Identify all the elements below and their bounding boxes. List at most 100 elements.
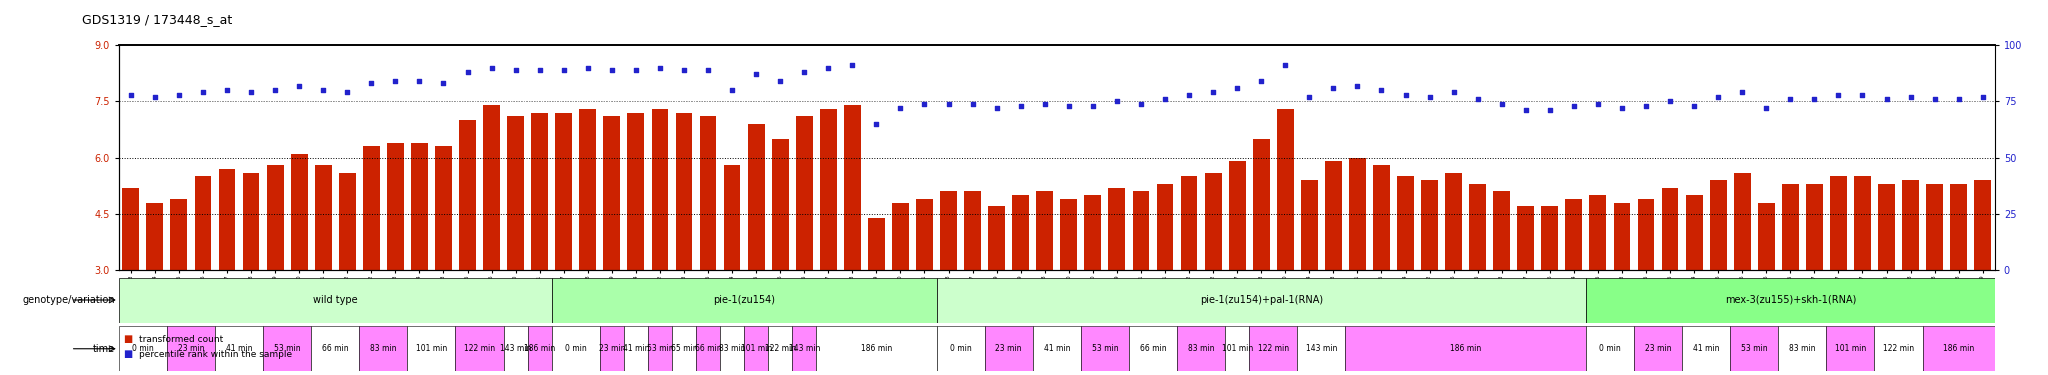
Bar bbox=[625, 326, 647, 371]
Bar bbox=[1133, 191, 1149, 270]
Bar bbox=[1493, 191, 1509, 270]
Bar bbox=[1204, 172, 1221, 270]
Text: 66 min: 66 min bbox=[322, 344, 348, 353]
Bar bbox=[1782, 184, 1798, 270]
Text: 83 min: 83 min bbox=[371, 344, 397, 353]
Text: 53 min: 53 min bbox=[647, 344, 674, 353]
Point bbox=[403, 78, 436, 84]
Point bbox=[547, 67, 580, 73]
Point bbox=[186, 89, 219, 95]
Bar bbox=[242, 172, 260, 270]
Text: 53 min: 53 min bbox=[1741, 344, 1767, 353]
Bar bbox=[672, 326, 696, 371]
Point bbox=[1485, 100, 1518, 106]
Point bbox=[1942, 96, 1974, 102]
Bar bbox=[555, 112, 571, 270]
Bar bbox=[1446, 172, 1462, 270]
Point bbox=[475, 64, 508, 70]
Point bbox=[618, 67, 651, 73]
Bar bbox=[1036, 191, 1053, 270]
Bar bbox=[266, 165, 283, 270]
Point bbox=[860, 121, 893, 127]
Point bbox=[1606, 105, 1638, 111]
Text: 66 min: 66 min bbox=[1139, 344, 1165, 353]
Text: 101 min: 101 min bbox=[416, 344, 446, 353]
Point bbox=[236, 89, 268, 95]
Bar bbox=[600, 326, 625, 371]
Bar bbox=[700, 116, 717, 270]
Bar bbox=[408, 326, 455, 371]
Bar bbox=[1874, 326, 1923, 371]
Point bbox=[451, 69, 483, 75]
Bar bbox=[965, 191, 981, 270]
Bar bbox=[1974, 180, 1991, 270]
Point bbox=[115, 92, 147, 98]
Bar bbox=[723, 165, 741, 270]
Bar bbox=[219, 169, 236, 270]
Bar bbox=[676, 112, 692, 270]
Text: pie-1(zu154)+pal-1(RNA): pie-1(zu154)+pal-1(RNA) bbox=[1200, 295, 1323, 305]
Bar bbox=[651, 109, 668, 270]
Point bbox=[643, 64, 676, 70]
Text: 66 min: 66 min bbox=[694, 344, 721, 353]
Bar bbox=[1518, 206, 1534, 270]
Bar bbox=[1012, 195, 1028, 270]
Text: 122 min: 122 min bbox=[1882, 344, 1915, 353]
Point bbox=[668, 67, 700, 73]
Point bbox=[1630, 103, 1663, 109]
Bar bbox=[1225, 326, 1249, 371]
Text: wild type: wild type bbox=[313, 295, 358, 305]
Bar bbox=[1710, 180, 1726, 270]
Bar bbox=[743, 326, 768, 371]
Point bbox=[139, 94, 172, 100]
Bar bbox=[1397, 176, 1413, 270]
Bar bbox=[1300, 180, 1317, 270]
Text: 122 min: 122 min bbox=[764, 344, 797, 353]
Bar bbox=[1853, 176, 1872, 270]
Point bbox=[1462, 96, 1495, 102]
Bar bbox=[315, 165, 332, 270]
Point bbox=[1124, 100, 1157, 106]
Bar bbox=[1157, 184, 1174, 270]
Point bbox=[907, 100, 940, 106]
Point bbox=[1317, 85, 1350, 91]
Bar bbox=[455, 326, 504, 371]
Bar bbox=[1542, 206, 1559, 270]
Bar bbox=[1372, 165, 1391, 270]
Bar bbox=[1614, 202, 1630, 270]
Point bbox=[1413, 94, 1446, 100]
Point bbox=[885, 105, 918, 111]
Text: 143 min: 143 min bbox=[788, 344, 819, 353]
Point bbox=[1366, 87, 1399, 93]
Bar bbox=[793, 326, 817, 371]
Point bbox=[1749, 105, 1782, 111]
Bar bbox=[358, 326, 408, 371]
Text: 53 min: 53 min bbox=[1092, 344, 1118, 353]
Bar bbox=[311, 326, 358, 371]
Bar bbox=[647, 326, 672, 371]
Point bbox=[956, 100, 989, 106]
Bar bbox=[262, 326, 311, 371]
Bar bbox=[936, 326, 985, 371]
Text: 23 min: 23 min bbox=[178, 344, 205, 353]
Bar bbox=[1421, 180, 1438, 270]
Bar bbox=[893, 202, 909, 270]
Bar bbox=[1757, 202, 1776, 270]
Text: ■: ■ bbox=[123, 334, 133, 344]
Text: 101 min: 101 min bbox=[741, 344, 772, 353]
Bar bbox=[817, 326, 936, 371]
Bar bbox=[1081, 326, 1128, 371]
Point bbox=[764, 78, 797, 84]
Text: 101 min: 101 min bbox=[1835, 344, 1866, 353]
Bar bbox=[1634, 326, 1681, 371]
Point bbox=[162, 92, 195, 98]
Point bbox=[1581, 100, 1614, 106]
Point bbox=[1534, 107, 1567, 113]
Point bbox=[332, 89, 365, 95]
Point bbox=[283, 82, 315, 88]
Bar bbox=[147, 202, 164, 270]
Bar bbox=[844, 105, 860, 270]
Bar bbox=[528, 326, 551, 371]
Bar bbox=[1731, 326, 1778, 371]
Bar bbox=[936, 278, 1585, 322]
